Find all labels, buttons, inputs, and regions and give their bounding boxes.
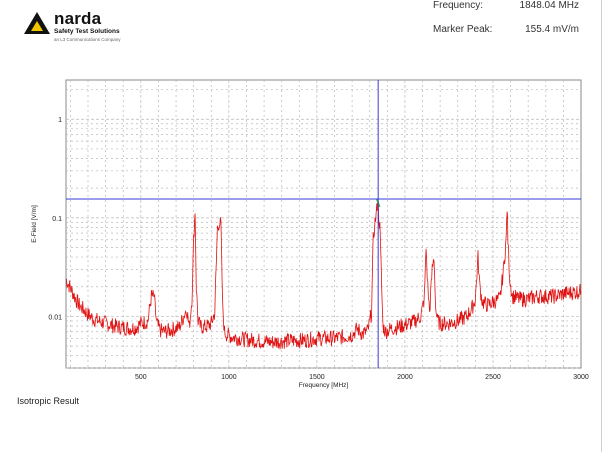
x-tick-label: 500	[135, 374, 147, 381]
x-tick-label: 2000	[397, 374, 413, 381]
frequency-label: Frequency:	[433, 0, 484, 11]
logo-brand: narda	[54, 9, 102, 28]
x-tick-label: 1000	[221, 374, 237, 381]
y-tick-label: 1	[58, 117, 62, 124]
x-tick-label: 2500	[485, 374, 501, 381]
efield-trace	[66, 201, 582, 350]
marker-peak-row: Marker Peak: 155.4 mV/m	[0, 24, 603, 36]
x-tick-label: 1500	[309, 374, 325, 381]
isotropic-result-label: Isotropic Result	[17, 396, 80, 406]
y-axis-label: E-Field [V/m]	[31, 205, 38, 243]
x-axis-label: Frequency [MHz]	[299, 382, 349, 389]
marker-peak-label: Marker Peak:	[433, 24, 493, 35]
logo-subtitle: Safety Test Solutions	[54, 28, 120, 35]
plot-area	[65, 79, 582, 369]
frequency-value: 1848.04 MHz	[519, 0, 579, 11]
logo-triangle-inner	[31, 21, 43, 31]
x-tick-label: 3000	[573, 374, 589, 381]
narda-logo: narda Safety Test Solutions an L3 Commun…	[24, 9, 144, 50]
y-tick-label: 0.01	[48, 314, 62, 321]
frequency-row: Frequency: 1848.04 MHz	[0, 0, 603, 12]
marker-peak-value: 155.4 mV/m	[525, 24, 579, 35]
logo-tagline: an L3 Communications Company	[54, 37, 121, 42]
y-tick-label: 0.1	[52, 216, 62, 223]
